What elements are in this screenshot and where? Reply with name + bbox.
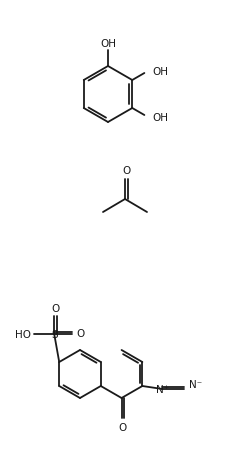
Text: O: O [51, 303, 59, 313]
Text: O: O [76, 328, 84, 338]
Text: HO: HO [15, 329, 31, 339]
Text: OH: OH [100, 39, 116, 49]
Text: N⁺: N⁺ [156, 384, 169, 394]
Text: N⁻: N⁻ [189, 379, 202, 389]
Text: O: O [122, 166, 131, 175]
Text: S: S [51, 329, 58, 339]
Text: OH: OH [152, 113, 168, 123]
Text: O: O [118, 422, 127, 432]
Text: OH: OH [152, 67, 168, 77]
